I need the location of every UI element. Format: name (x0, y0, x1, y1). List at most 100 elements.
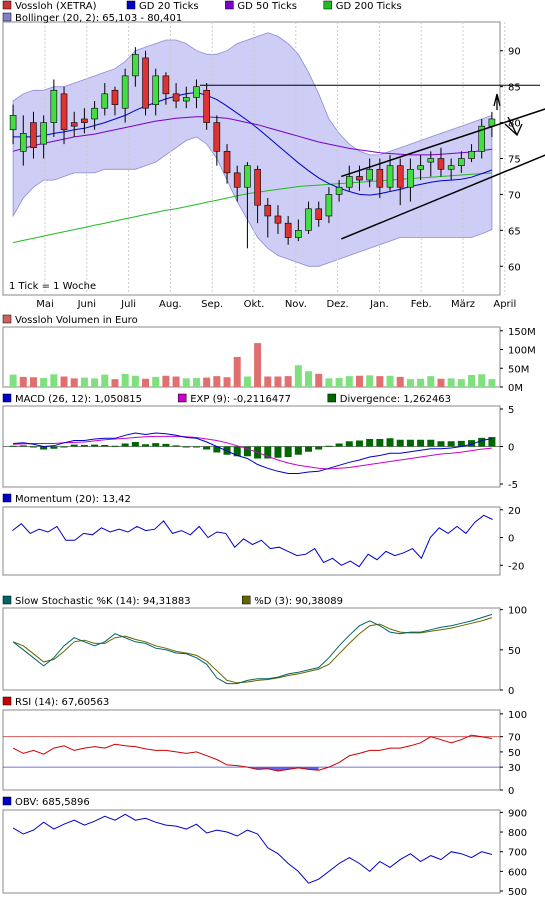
y-tick-label: 50 (508, 748, 521, 759)
candle-body (396, 165, 404, 188)
volume-bar (131, 375, 139, 387)
divergence-bar (468, 440, 476, 447)
legend-swatch (2, 493, 12, 503)
divergence-bar (80, 445, 88, 447)
divergence-bar (294, 446, 302, 455)
y-tick-label: 65 (508, 226, 521, 237)
legend-swatch (2, 393, 12, 403)
divergence-bar (305, 446, 313, 452)
candle-body (315, 208, 323, 220)
volume-bar (376, 376, 384, 387)
legend-swatch (2, 696, 12, 706)
x-tick-label: Sep. (201, 299, 223, 310)
candle-body (223, 151, 231, 174)
divergence-bar (203, 446, 211, 450)
y-tick-label: 80 (508, 119, 521, 130)
tick-note: 1 Tick = 1 Woche (9, 281, 96, 292)
volume-bar (40, 378, 48, 387)
divergence-bar (457, 440, 465, 447)
y-tick-label: 600 (508, 867, 527, 878)
candle-body (345, 176, 353, 188)
divergence-bar (60, 446, 68, 448)
legend-label: Vossloh Volumen in Euro (15, 315, 138, 326)
legend-label: Vossloh (XETRA) (15, 1, 97, 12)
volume-bar (386, 375, 394, 387)
divergence-bar (142, 444, 150, 447)
candle-body (162, 75, 170, 95)
legend-label: %D (3): 90,38089 (254, 596, 343, 607)
legend-label: RSI (14): 67,60563 (15, 697, 109, 708)
candle-body (488, 118, 496, 127)
divergence-bar (152, 443, 160, 447)
candle-body (203, 89, 210, 123)
divergence-bar (91, 444, 99, 447)
volume-bar (355, 375, 363, 387)
candle-body (274, 215, 282, 224)
candle-body (437, 158, 445, 170)
y-tick-label: -5 (508, 480, 518, 491)
macd-line (13, 432, 492, 474)
divergence-bar (70, 444, 78, 447)
y-tick-label: 0 (508, 686, 514, 697)
candle-body (121, 75, 129, 109)
legend-label: Momentum (20): 13,42 (15, 494, 131, 505)
volume-bar (182, 378, 190, 387)
divergence-bar (366, 439, 374, 447)
stochastic-k-line (12, 613, 493, 685)
stochastic-panel (2, 607, 501, 691)
y-tick-label: 0 (508, 534, 514, 545)
candle-body (284, 222, 292, 238)
candle-body (50, 89, 58, 123)
candle-body (386, 165, 394, 188)
divergence-bar (29, 446, 37, 448)
divergence-bar (233, 446, 241, 457)
x-tick-label: März (451, 299, 475, 310)
y-tick-label: 60 (508, 262, 521, 273)
candle-body (111, 89, 119, 105)
candle-body (142, 57, 149, 109)
y-tick-label: 0 (508, 786, 514, 797)
y-tick-label: 500 (508, 887, 527, 898)
divergence-bar (172, 445, 180, 447)
candle-body (40, 122, 47, 145)
volume-bar (9, 374, 17, 387)
legend-label: EXP (9): -0,2116477 (190, 394, 291, 405)
volume-bar (396, 376, 404, 387)
legend-swatch (2, 314, 12, 324)
volume-bar (488, 379, 496, 387)
divergence-bar (50, 446, 58, 449)
x-tick-label: Jan. (369, 299, 389, 310)
y-tick-label: 90 (508, 47, 521, 58)
divergence-bar (40, 446, 48, 450)
y-tick-label: 800 (508, 828, 527, 839)
candle-body (335, 186, 343, 195)
candle-body (264, 204, 272, 217)
candle-body (305, 208, 312, 231)
volume-bar (274, 376, 282, 387)
divergence-bar (396, 439, 404, 447)
legend-swatch (177, 393, 187, 403)
legend-swatch (2, 12, 12, 22)
y-tick-label: 100 (508, 710, 527, 721)
x-tick-label: Mai (36, 299, 54, 310)
breakout-down-arrow (504, 116, 523, 137)
candle-body (376, 168, 384, 188)
y-tick-label: 100 (508, 606, 527, 617)
volume-bar (91, 378, 99, 387)
volume-bar (315, 373, 323, 387)
volume-bar (162, 375, 170, 387)
channel-upper-line (341, 108, 545, 178)
divergence-bar (19, 445, 27, 447)
y-tick-label: 85 (508, 83, 521, 94)
candle-body (447, 165, 455, 170)
candle-body (468, 151, 475, 159)
volume-bar (111, 379, 119, 387)
volume-bar (447, 378, 455, 387)
candle-body (295, 230, 302, 238)
divergence-bar (386, 438, 394, 447)
divergence-bar (9, 445, 17, 447)
divergence-bar (355, 440, 363, 447)
candle-body (152, 75, 160, 105)
candle-body (30, 122, 37, 149)
